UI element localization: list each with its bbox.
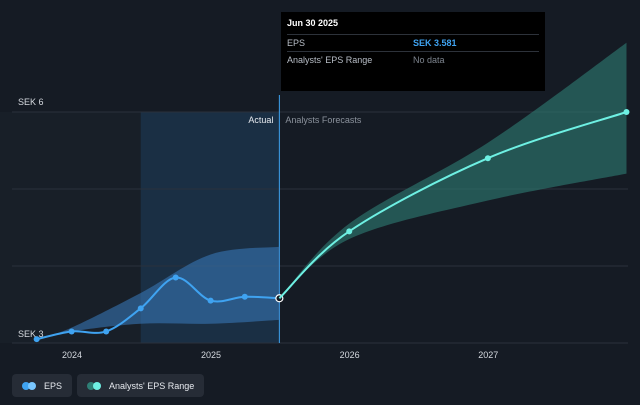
eps-legend-icon xyxy=(22,381,38,390)
xtick-label-3: 2027 xyxy=(478,350,498,360)
legend-item-range[interactable]: Analysts' EPS Range xyxy=(77,374,205,397)
xtick-label-2: 2026 xyxy=(340,350,360,360)
band-past-range xyxy=(36,246,280,340)
tooltip-row-range: Analysts' EPS Range No data xyxy=(287,52,539,68)
tooltip: Jun 30 2025 EPS SEK 3.581 Analysts' EPS … xyxy=(281,12,545,91)
point-1-3 xyxy=(623,109,630,115)
point-0-3 xyxy=(137,305,144,312)
point-0-0 xyxy=(33,336,40,343)
point-1-1 xyxy=(346,228,353,235)
legend-label-range: Analysts' EPS Range xyxy=(109,380,195,391)
point-0-2 xyxy=(103,328,110,335)
band-forecast-range xyxy=(279,42,627,299)
forecast-label: Analysts Forecasts xyxy=(285,115,362,125)
legend-label-eps: EPS xyxy=(44,380,63,391)
range-legend-icon xyxy=(87,381,103,390)
tooltip-range-value: No data xyxy=(413,55,445,65)
point-0-5 xyxy=(207,297,214,304)
point-0-6 xyxy=(241,293,248,300)
tooltip-range-label: Analysts' EPS Range xyxy=(287,55,373,65)
tooltip-date: Jun 30 2025 xyxy=(287,18,539,35)
series-line-1 xyxy=(278,111,627,299)
actual-label: Actual xyxy=(248,115,273,125)
point-1-2 xyxy=(484,155,491,162)
tooltip-eps-label: EPS xyxy=(287,38,306,48)
point-0-1 xyxy=(68,328,75,335)
ytick-label-0: SEK 6 xyxy=(18,97,44,107)
xtick-label-1: 2025 xyxy=(201,350,221,360)
ytick-label-1: SEK 3 xyxy=(18,329,44,339)
tooltip-eps-value: SEK 3.581 xyxy=(413,38,457,48)
legend-item-eps[interactable]: EPS xyxy=(12,374,73,397)
xtick-label-0: 2024 xyxy=(62,350,82,360)
tooltip-row-eps: EPS SEK 3.581 xyxy=(287,35,539,52)
legend: EPS Analysts' EPS Range xyxy=(12,374,205,397)
point-0-4 xyxy=(172,274,179,281)
